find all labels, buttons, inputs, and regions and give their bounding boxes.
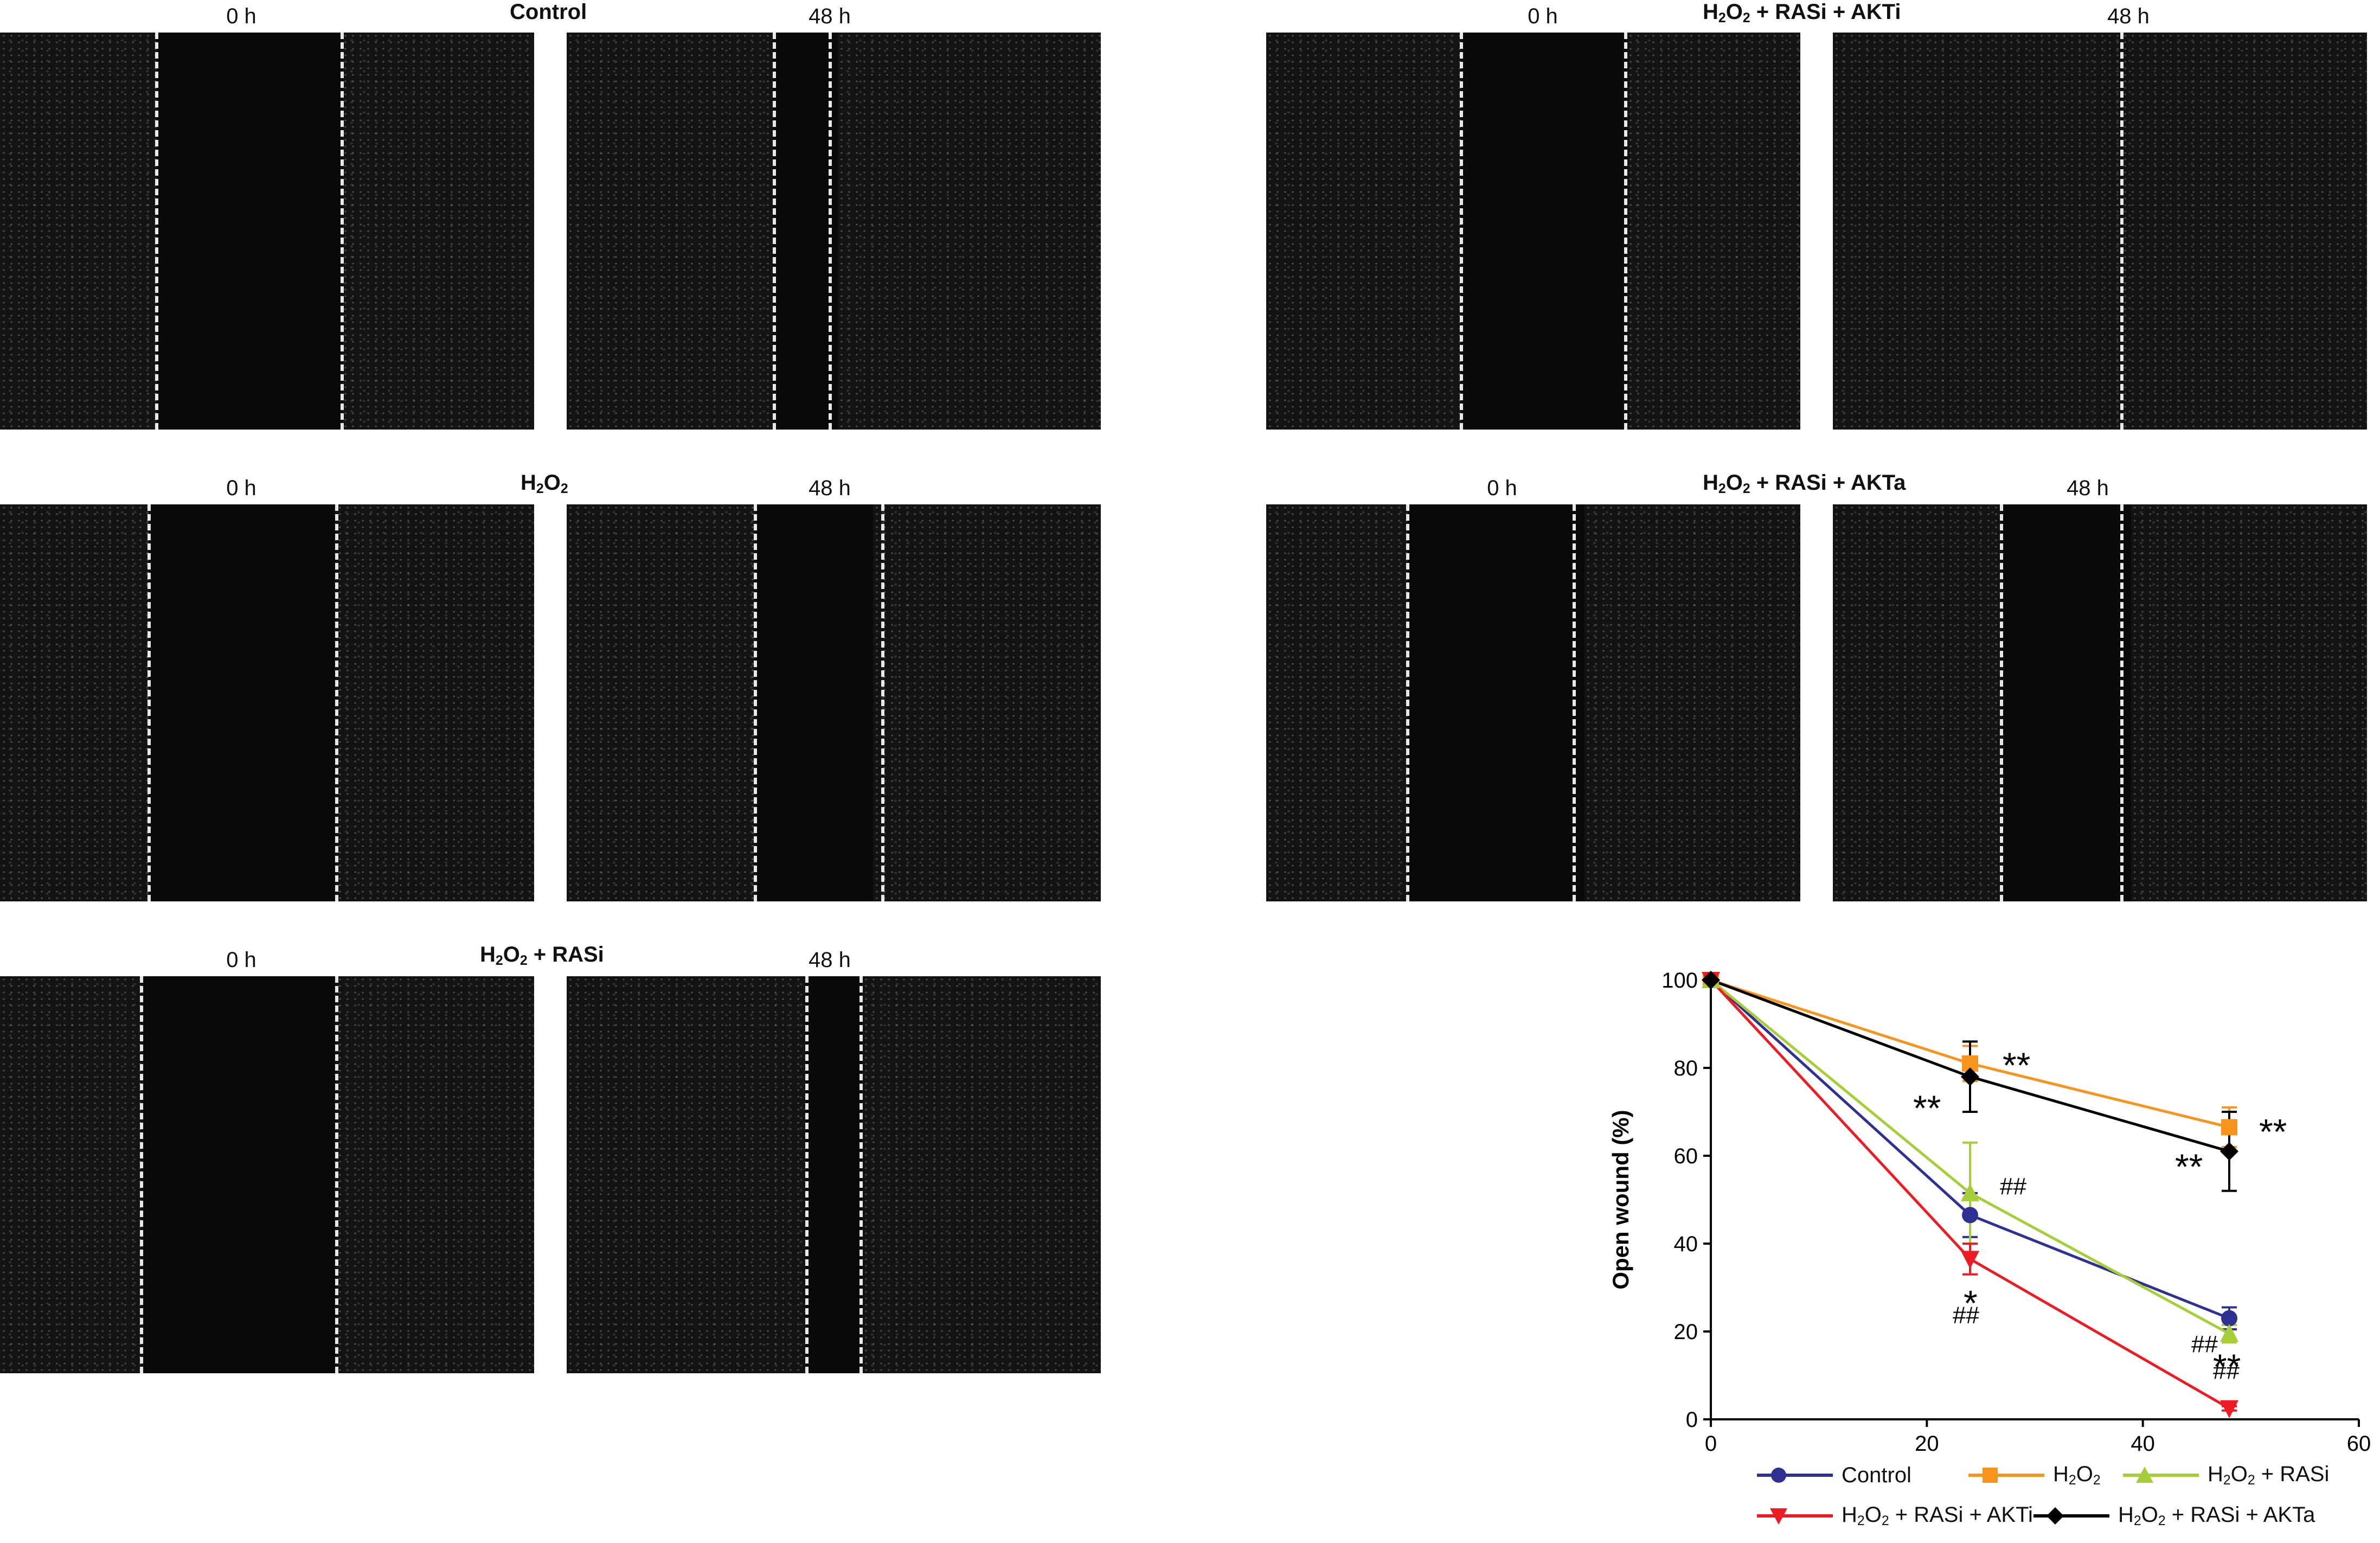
wound-edge-line [1573,504,1576,901]
micrograph-akti-0h [1266,33,1800,430]
legend-label: Control [1842,1463,1911,1487]
significance-annotation: ** [1913,1088,1941,1128]
legend-label: H2O2 + RASi + AKTa [2118,1502,2315,1529]
data-point [1962,1207,1978,1224]
significance-annotation: ** [2175,1147,2203,1187]
group-title-akti: H2O2 + RASi + AKTi [1703,0,1901,26]
time-label-rasi-48h: 48 h [809,948,851,972]
wound-edge-line [859,976,863,1373]
data-point [1961,1183,1979,1201]
time-label-rasi-0h: 0 h [226,948,256,972]
x-tick-label: 0 [1705,1432,1717,1456]
group-title-akta: H2O2 + RASi + AKTa [1703,471,1906,497]
legend-marker-diamond-icon [2033,1507,2109,1525]
wound-edge-line [881,504,884,901]
micrograph-akti-48h [1833,33,2367,430]
micrograph-control-48h [567,33,1101,430]
significance-annotation: ## [2000,1173,2026,1200]
legend-item-akti: H2O2 + RASi + AKTi [1757,1500,2033,1532]
chart-legend: Control H2O2 H2O2 + RASi H2O2 + RASi + A… [1757,1459,2353,1543]
wound-edge-line [155,33,158,430]
y-axis-label: Open wound (%) [1608,1110,1633,1289]
time-label-control-48h: 48 h [809,4,851,28]
data-point [1961,1251,1979,1269]
time-label-control-0h: 0 h [226,4,256,28]
data-point [1702,971,1720,989]
wound-edge-line [140,976,143,1373]
data-point [2220,1142,2238,1161]
significance-annotation: ** [2259,1111,2287,1151]
y-tick-label: 60 [1674,1144,1698,1168]
wound-edge-line [2120,504,2124,901]
legend-item-control: Control [1757,1459,1911,1491]
time-label-akti-0h: 0 h [1528,4,1558,28]
legend-item-akta: H2O2 + RASi + AKTa [2033,1500,2315,1532]
micrograph-akta-0h [1266,504,1800,901]
significance-annotation: ** [2003,1045,2030,1085]
data-point [2221,1119,2237,1136]
wound-edge-line [341,33,344,430]
time-label-akta-0h: 0 h [1487,476,1517,500]
group-title-control: Control [510,0,587,24]
x-tick-label: 40 [2131,1432,2155,1456]
significance-annotation: ## [2191,1331,2218,1358]
wound-edge-line [829,33,832,430]
time-label-akti-48h: 48 h [2107,4,2150,28]
wound-edge-line [1624,33,1627,430]
micrograph-rasi-48h [567,976,1101,1373]
wound-edge-line [773,33,776,430]
y-tick-label: 100 [1661,969,1698,993]
legend-label: H2O2 + RASi [2208,1462,2330,1488]
micrograph-h2o2-48h [567,504,1101,901]
significance-annotation: ** [2213,1347,2241,1387]
y-tick-label: 40 [1674,1232,1698,1256]
wound-edge-line [754,504,757,901]
legend-marker-circle-icon [1757,1468,1833,1483]
data-point [1961,1067,1979,1086]
y-tick-label: 80 [1674,1057,1698,1080]
significance-annotation: * [1964,1283,1978,1323]
wound-edge-line [1406,504,1409,901]
legend-item-rasi: H2O2 + RASi [2123,1459,2329,1491]
wound-edge-line [1460,33,1463,430]
legend-label: H2O2 + RASi + AKTi [1842,1502,2033,1529]
x-tick-label: 60 [2347,1432,2371,1456]
micrograph-rasi-0h [0,976,534,1373]
group-title-rasi: H2O2 + RASi [480,943,604,969]
time-label-h2o2-48h: 48 h [809,476,851,500]
legend-marker-triangle-down-icon [1757,1508,1833,1525]
wound-edge-line [805,976,809,1373]
time-label-akta-48h: 48 h [2067,476,2109,500]
wound-edge-line [335,976,338,1373]
wound-edge-line [147,504,151,901]
data-point [2220,1400,2238,1418]
y-tick-label: 20 [1674,1320,1698,1344]
wound-edge-line [335,504,338,901]
data-point [2220,1324,2238,1342]
legend-marker-triangle-up-icon [2123,1467,2199,1483]
legend-marker-square-icon [1968,1468,2044,1483]
significance-annotation: ## [1953,1302,1979,1328]
time-label-h2o2-0h: 0 h [226,476,256,500]
y-tick-label: 0 [1686,1408,1698,1432]
wound-edge-line [2120,33,2124,430]
data-point [2221,1310,2237,1327]
legend-item-h2o2: H2O2 [1968,1459,2101,1491]
micrograph-h2o2-0h [0,504,534,901]
wound-edge-line [2000,504,2003,901]
micrograph-akta-48h [1833,504,2367,901]
micrograph-control-0h [0,33,534,430]
group-title-h2o2: H2O2 [521,471,568,497]
legend-label: H2O2 [2053,1462,2101,1488]
significance-annotation: ## [2213,1358,2240,1384]
x-tick-label: 20 [1915,1432,1939,1456]
